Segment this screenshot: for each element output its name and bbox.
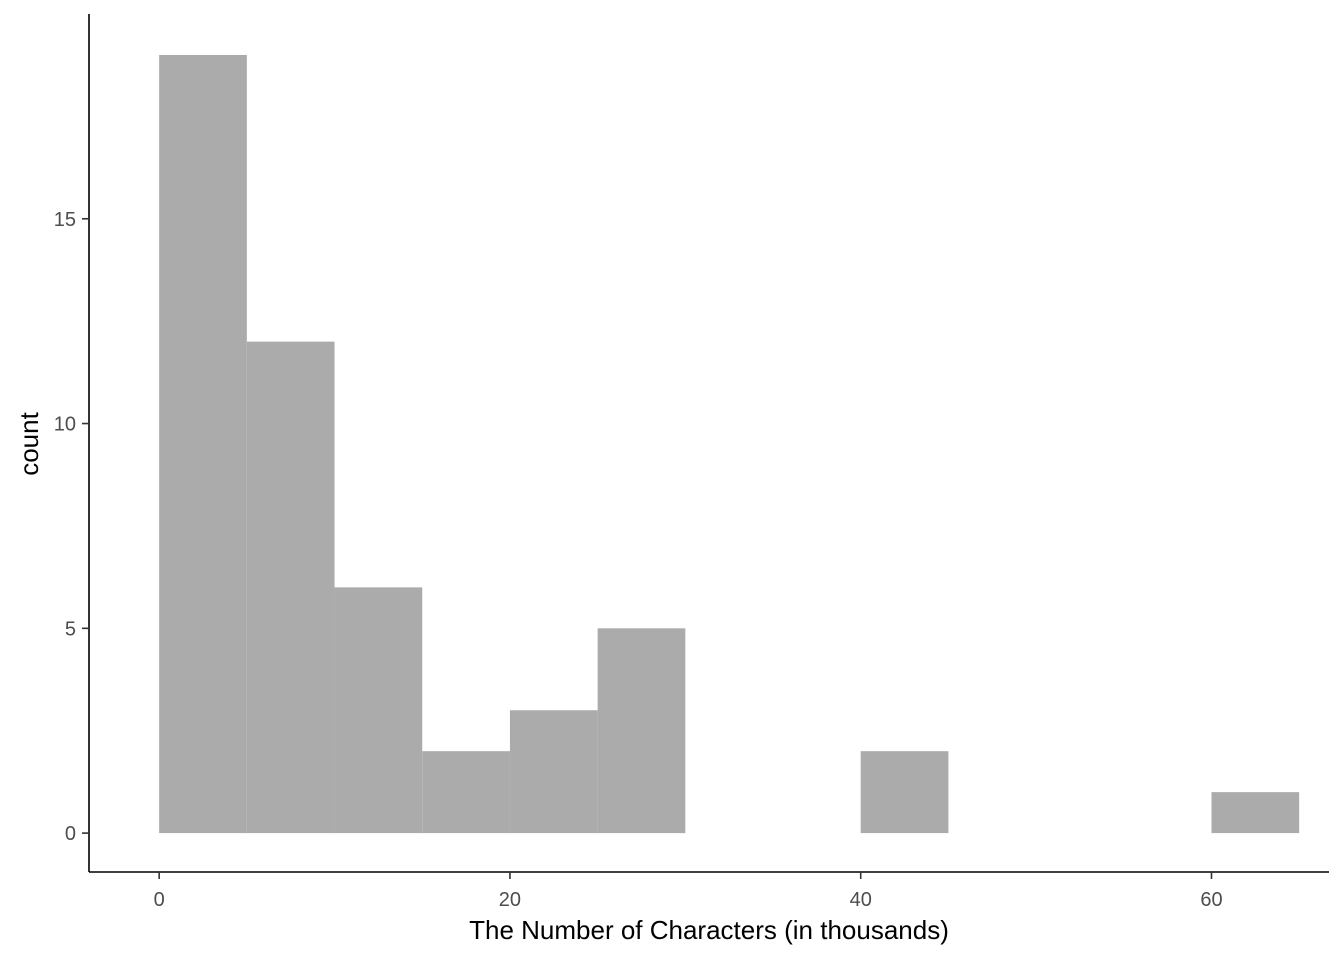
y-axis-title: count [14, 411, 44, 475]
y-tick-label: 15 [54, 209, 76, 231]
histogram-bars [159, 54, 1300, 834]
x-axis: 0 20 40 60 [89, 871, 1329, 911]
histogram-bar-40-45 [860, 751, 949, 834]
x-axis-title: The Number of Characters (in thousands) [469, 915, 949, 945]
y-tick-label: 0 [65, 823, 76, 845]
histogram-bar-5-10 [246, 341, 335, 834]
x-tick-label: 20 [499, 889, 521, 911]
y-axis: 0 5 10 15 [54, 14, 90, 872]
histogram-bar-15-20 [422, 751, 510, 834]
y-tick-label: 5 [65, 618, 76, 640]
x-tick-label: 0 [154, 889, 165, 911]
histogram-bar-20-25 [509, 710, 598, 834]
histogram-bar-25-30 [597, 628, 686, 834]
histogram-bar-10-15 [334, 587, 423, 834]
histogram-bar-0-5 [159, 54, 247, 834]
histogram-bar-60-65 [1211, 792, 1300, 834]
y-tick-label: 10 [54, 414, 76, 436]
x-tick-label: 60 [1200, 889, 1222, 911]
x-tick-label: 40 [850, 889, 872, 911]
